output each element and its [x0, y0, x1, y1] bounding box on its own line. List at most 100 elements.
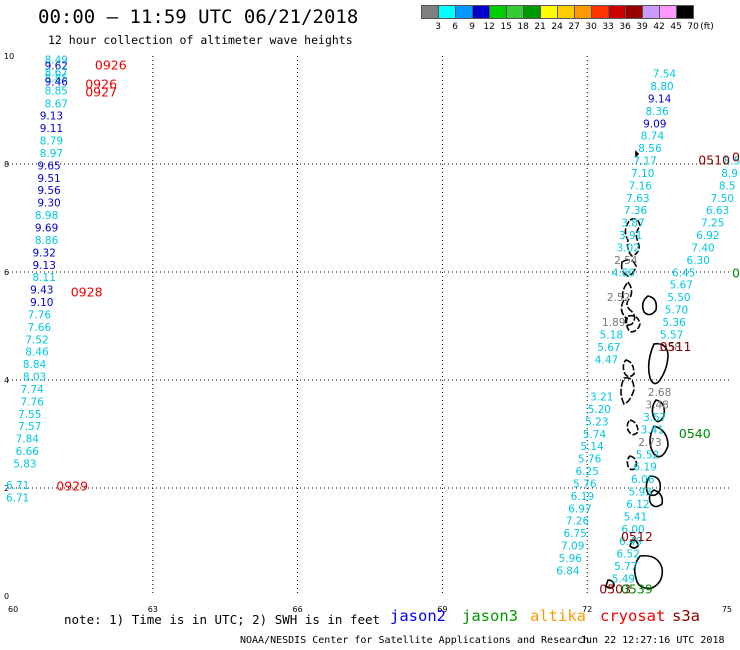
wave-height-value: 4.47	[595, 354, 618, 366]
island-outline	[620, 280, 636, 326]
creation-timestamp: Jun 22 12:27:16 UTC 2018	[580, 635, 725, 646]
wave-height-value: 6.92	[696, 230, 719, 242]
wave-height-value: 5.36	[662, 317, 686, 329]
legend-swatch	[676, 5, 694, 19]
legend-label: 42	[653, 22, 665, 32]
wave-height-value: 9.43	[30, 285, 53, 297]
wave-height-value: 5.52	[636, 449, 659, 461]
lon-tick-label: 69	[437, 605, 447, 614]
maldives-coastline	[605, 150, 669, 590]
wave-height-value: 7.66	[28, 322, 52, 334]
island-outline	[620, 258, 637, 277]
pass-time-label: 0926	[85, 76, 117, 91]
footer-note: note: 1) Time is in UTC; 2) SWH is in fe…	[64, 612, 381, 627]
wave-height-value: 7.63	[626, 193, 649, 205]
satellite-altika: altika	[530, 607, 586, 625]
wave-height-value: 5.74	[583, 429, 607, 441]
wave-height-value: 9.56	[37, 185, 61, 197]
legend-label: 18	[517, 22, 529, 32]
pass-time-label: 0512	[621, 529, 653, 544]
legend-unit: (ft)	[700, 22, 714, 32]
wave-height-value: 7.17	[633, 156, 656, 168]
wave-height-value: 6.30	[687, 255, 710, 267]
wave-height-value: 8.86	[35, 235, 59, 247]
legend-label: 21	[534, 22, 546, 32]
wave-height-value: 7.09	[561, 541, 584, 553]
wave-height-value: 3.87	[621, 218, 644, 230]
wave-height-value: 6.06	[631, 474, 655, 486]
wave-height-value: 7.57	[18, 421, 41, 433]
track-right-3: 8.58.98.57.506.637.256.927.406.30	[687, 156, 740, 267]
wave-height-value: 8.46	[25, 347, 49, 359]
legend-label: 3	[435, 22, 441, 32]
wave-height-value: 6.63	[706, 205, 729, 217]
grid-lines	[8, 56, 732, 596]
lat-tick-label: 6	[4, 268, 9, 277]
pass-time-labels: 0926092609270928092905100511054005120503…	[56, 58, 740, 597]
wave-height-value: 3.48	[645, 400, 668, 412]
island-outline	[645, 475, 662, 497]
wave-height-value: 6.66	[16, 446, 40, 458]
wave-height-value: 7.55	[18, 409, 41, 421]
track-right-1: 7.548.809.148.369.098.748.567.177.107.16…	[556, 69, 676, 578]
wave-height-value: 2.54	[614, 255, 638, 267]
wave-height-value: 8.5	[724, 156, 740, 168]
lon-tick-label: 75	[722, 605, 732, 614]
wave-height-observations: 8.499.628.678.859.468.858.679.139.118.79…	[6, 55, 740, 586]
pass-time-label: 0926	[95, 58, 127, 73]
wave-height-value: 5.23	[585, 416, 608, 428]
wave-height-value: 8.49	[45, 55, 68, 67]
wave-height-value: 6.00	[621, 524, 644, 536]
wave-height-value: 7.76	[28, 309, 52, 321]
wave-height-value: 3.57	[643, 412, 666, 424]
wave-height-value: 6.49	[619, 536, 642, 548]
wave-height-value: 8.80	[650, 81, 673, 93]
wave-height-value: 5.49	[612, 574, 635, 586]
island-outline	[605, 579, 615, 589]
wave-height-value: 8.97	[40, 148, 63, 160]
pass-time-label: 0927	[85, 85, 117, 100]
island-outline	[620, 376, 635, 405]
wave-height-value: 8.74	[641, 131, 665, 143]
wave-height-value: 5.70	[665, 305, 688, 317]
wave-height-value: 2.73	[638, 437, 661, 449]
wave-height-value: 3.41	[641, 424, 664, 436]
wave-height-value: 4.80	[612, 267, 635, 279]
wave-height-value: 8.9	[721, 168, 738, 180]
legend-label: 30	[585, 22, 597, 32]
wave-height-value: 5.57	[660, 329, 683, 341]
wave-height-value: 5.20	[588, 404, 611, 416]
island-outline	[624, 218, 641, 257]
satellite-jason2: jason2	[390, 607, 446, 625]
wave-height-value: 8.67	[45, 67, 68, 79]
lat-tick-label: 8	[4, 160, 9, 169]
wave-height-value: 5.77	[614, 561, 637, 573]
legend-label: 6	[452, 22, 458, 32]
wave-height-value: 5.96	[559, 553, 583, 565]
wave-height-value: 7.74	[20, 384, 44, 396]
wave-height-value: 5.76	[578, 454, 602, 466]
wave-height-value: 8.5	[719, 180, 736, 192]
wave-height-legend: 3 6 9 12 15 18 21 24 27 30 33 36 39 42 45 70 (ft)	[421, 5, 714, 36]
legend-label: 70	[687, 22, 699, 32]
satellite-cryosat: cryosat	[600, 607, 666, 625]
legend-label: 15	[500, 22, 512, 32]
wave-height-value: 9.51	[37, 173, 60, 185]
legend-label: 12	[483, 22, 495, 32]
legend-label: 9	[469, 22, 475, 32]
wave-height-value: 8.11	[33, 272, 56, 284]
wave-height-value: 6.45	[672, 267, 695, 279]
pass-time-label: 0503	[599, 581, 631, 596]
wave-height-value: 9.14	[648, 93, 672, 105]
wave-height-value: 7.26	[566, 516, 590, 528]
legend-label: 27	[568, 22, 580, 32]
legend-label: 36	[619, 22, 631, 32]
wave-height-value: 1.89	[602, 317, 625, 329]
wave-height-value: 3.21	[590, 392, 613, 404]
wave-height-value: 9.13	[33, 260, 56, 272]
wave-height-value: 8.84	[23, 359, 47, 371]
wave-height-value: 6.25	[576, 466, 599, 478]
island-outline	[647, 342, 669, 385]
page-subtitle: 12 hour collection of altimeter wave hei…	[48, 33, 353, 47]
